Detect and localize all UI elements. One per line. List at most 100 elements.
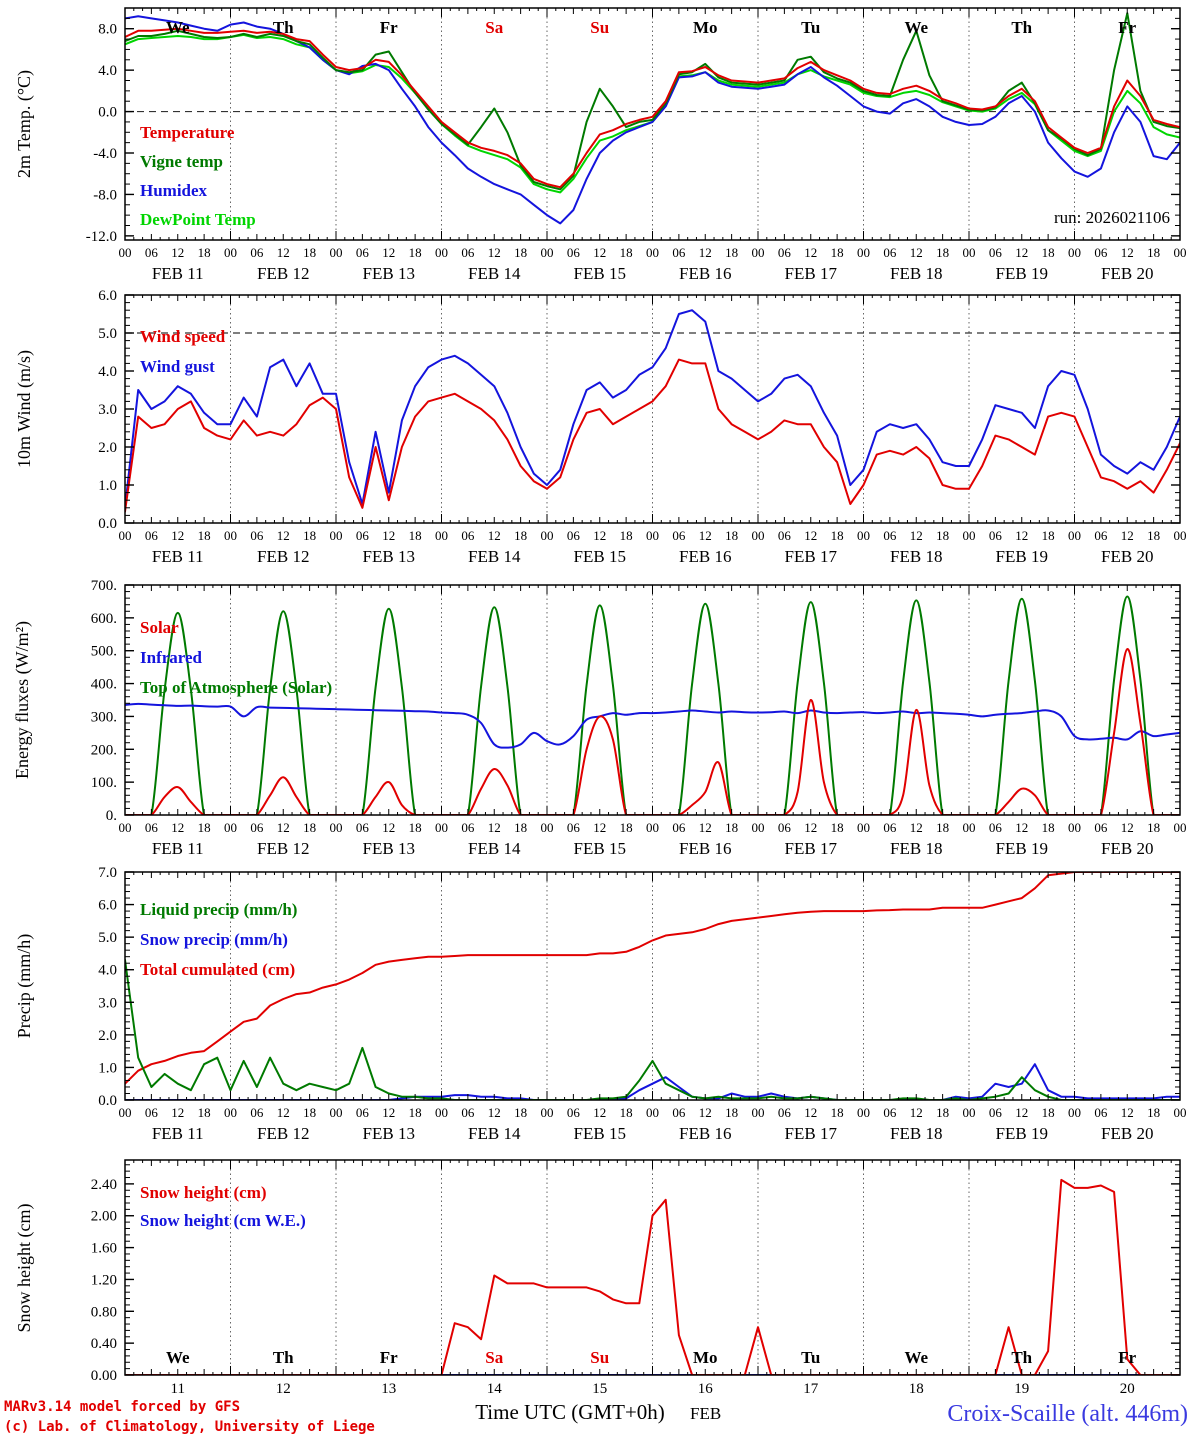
y-tick-label: 200.: [91, 742, 117, 758]
weekday-label: Su: [590, 18, 609, 37]
hour-tick-label: 06: [989, 528, 1003, 543]
hour-tick-label: 12: [804, 245, 817, 260]
hour-tick-label: 12: [171, 528, 184, 543]
hour-tick-label: 12: [910, 1105, 923, 1120]
hour-tick-label: 12: [1121, 820, 1134, 835]
hour-tick-label: 18: [1042, 245, 1055, 260]
y-tick-label: 8.0: [98, 22, 117, 38]
hour-tick-label: 06: [672, 1105, 686, 1120]
date-label: FEB 17: [785, 264, 838, 283]
hour-tick-label: 00: [646, 245, 659, 260]
axis-layer: 7.06.05.04.03.02.01.00.000 06 12 18 00 06 12 18…: [98, 865, 1186, 1143]
date-label: FEB 19: [996, 547, 1048, 566]
y-tick-label: 1.20: [91, 1272, 117, 1288]
legend-solar: Solar: [140, 618, 179, 637]
temperature-panel: 8.04.00.0-4.0-8.0-12.000 06 12 18 00 06 12 18 00…: [86, 7, 1187, 283]
hour-tick-label: 00: [963, 820, 976, 835]
axis-layer: 8.04.00.0-4.0-8.0-12.000 06 12 18 00 06 12 18 00…: [86, 7, 1187, 283]
hour-tick-label: 12: [382, 245, 395, 260]
date-label: FEB 16: [679, 547, 731, 566]
y-tick-label: 7.0: [98, 865, 117, 881]
hour-tick-label: 00: [857, 245, 870, 260]
axis-layer: 6.05.04.03.02.01.00.000 06 12 18 00 06 12 18 00 0…: [98, 288, 1186, 566]
series-layer: [125, 1178, 1180, 1375]
y-tick-label: 1.0: [98, 478, 117, 494]
hour-tick-label: 12: [277, 820, 290, 835]
hour-tick-label: 12: [171, 820, 184, 835]
hour-tick-label: 18: [620, 820, 633, 835]
date-label: FEB 20: [1101, 547, 1153, 566]
date-label: FEB 17: [785, 839, 838, 858]
hour-tick-label: 12: [593, 528, 606, 543]
series-total-cumulated-cm: [125, 872, 1180, 1085]
hour-tick-label: 00: [646, 820, 659, 835]
hour-tick-label: 06: [883, 1105, 897, 1120]
y-tick-label: -12.0: [86, 229, 117, 245]
y-tick-label: 6.0: [98, 288, 117, 304]
weekday-label: Tu: [801, 18, 820, 37]
hour-tick-label: 12: [804, 1105, 817, 1120]
y-tick-label: 2.0: [98, 1028, 117, 1044]
date-label: FEB 15: [574, 839, 626, 858]
y-tick-label: 2.0: [98, 440, 117, 456]
date-label: FEB 12: [257, 547, 309, 566]
y-tick-label: 4.0: [98, 63, 117, 79]
date-label: FEB 18: [890, 547, 942, 566]
date-label: FEB 15: [574, 264, 626, 283]
hour-tick-label: 12: [277, 1105, 290, 1120]
date-label: FEB 14: [468, 1124, 521, 1143]
hour-tick-label: 06: [1094, 1105, 1108, 1120]
date-label: FEB 16: [679, 1124, 731, 1143]
date-label: FEB 11: [152, 264, 204, 283]
y-tick-label: -4.0: [93, 146, 117, 162]
hour-tick-label: 00: [1174, 820, 1187, 835]
hour-tick-label: 18: [198, 1105, 211, 1120]
series-vigne-temp: [125, 12, 1180, 191]
hour-tick-label: 18: [1147, 528, 1160, 543]
hour-tick-label: 18: [514, 245, 527, 260]
weekday-label: Tu: [801, 1348, 820, 1367]
hour-tick-label: 00: [1174, 1105, 1187, 1120]
hour-tick-label: 06: [883, 245, 897, 260]
hour-tick-label: 00: [963, 1105, 976, 1120]
hour-tick-label: 06: [672, 820, 686, 835]
legend-temperature: Temperature: [140, 123, 235, 142]
hour-tick-label: 06: [672, 528, 686, 543]
hour-tick-label: 00: [752, 528, 765, 543]
date-label: FEB 19: [996, 839, 1048, 858]
series-wind-speed: [125, 358, 1180, 513]
hour-tick-label: 12: [1121, 245, 1134, 260]
hour-tick-label: 06: [778, 528, 792, 543]
hour-tick-label: 12: [1121, 528, 1134, 543]
hour-tick-label: 06: [461, 820, 475, 835]
hour-tick-label: 06: [778, 820, 792, 835]
legend-snow-precip-mm-h: Snow precip (mm/h): [140, 930, 288, 949]
panel-frame: [124, 7, 1181, 241]
y-tick-label: 500.: [91, 644, 117, 660]
date-label: FEB 20: [1101, 264, 1153, 283]
hour-tick-label: 06: [145, 245, 159, 260]
axis-layer: 700.600.500.400.300.200.100.0.00 06 12 18 00…: [91, 578, 1187, 858]
hour-tick-label: 00: [435, 528, 448, 543]
hour-tick-label: 06: [145, 1105, 159, 1120]
hour-tick-label: 06: [883, 820, 897, 835]
hour-tick-label: 12: [910, 820, 923, 835]
day-number-label: 14: [487, 1381, 503, 1397]
legend-dewpoint-temp: DewPoint Temp: [140, 210, 256, 229]
date-label: FEB 15: [574, 547, 626, 566]
hour-tick-label: 12: [1015, 1105, 1028, 1120]
hour-tick-label: 00: [330, 245, 343, 260]
y-tick-label: 400.: [91, 677, 117, 693]
hour-tick-label: 18: [936, 1105, 949, 1120]
hour-tick-label: 00: [435, 1105, 448, 1120]
hour-tick-label: 00: [435, 245, 448, 260]
hour-tick-label: 06: [883, 528, 897, 543]
hour-tick-label: 18: [303, 1105, 316, 1120]
hour-tick-label: 06: [567, 820, 581, 835]
hour-tick-label: 12: [699, 528, 712, 543]
date-label: FEB 19: [996, 264, 1048, 283]
hour-tick-label: 06: [567, 245, 581, 260]
y-tick-label: 3.0: [98, 402, 117, 418]
date-label: FEB 13: [363, 839, 415, 858]
